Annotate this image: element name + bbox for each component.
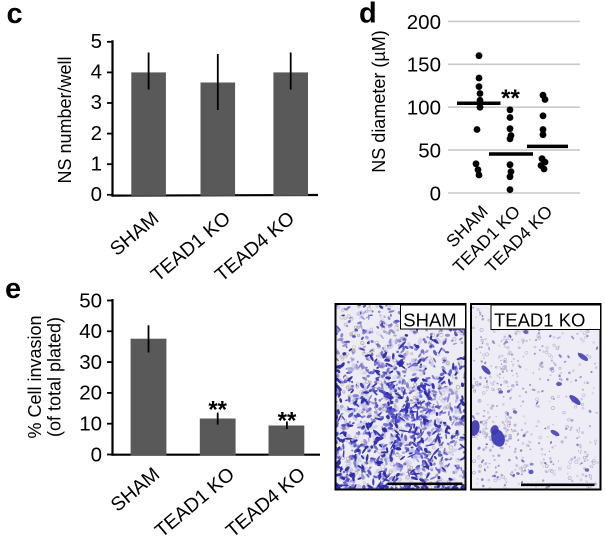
- svg-text:100: 100: [407, 97, 441, 120]
- svg-text:10: 10: [79, 413, 102, 436]
- svg-text:% Cell invasion: % Cell invasion: [25, 315, 45, 438]
- svg-text:20: 20: [79, 382, 102, 405]
- svg-text:e: e: [5, 273, 21, 305]
- svg-text:1: 1: [91, 152, 102, 175]
- svg-text:2: 2: [91, 122, 102, 145]
- svg-text:0: 0: [91, 443, 102, 466]
- svg-text:200: 200: [407, 11, 441, 34]
- svg-text:SHAM: SHAM: [106, 207, 163, 260]
- svg-text:**: **: [278, 408, 297, 435]
- svg-text:(of total plated): (of total plated): [45, 317, 65, 437]
- svg-text:40: 40: [79, 320, 102, 343]
- svg-text:d: d: [359, 0, 377, 29]
- svg-text:150: 150: [407, 54, 441, 77]
- svg-text:50: 50: [418, 140, 441, 163]
- svg-text:0: 0: [430, 182, 441, 205]
- svg-text:4: 4: [91, 61, 102, 84]
- svg-text:SHAM: SHAM: [403, 310, 456, 331]
- svg-text:5: 5: [91, 30, 102, 53]
- svg-text:SHAM: SHAM: [107, 463, 164, 516]
- svg-text:NS number/well: NS number/well: [55, 56, 75, 183]
- svg-text:**: **: [208, 397, 227, 424]
- svg-text:30: 30: [79, 351, 102, 374]
- svg-text:c: c: [7, 0, 23, 30]
- svg-text:NS diameter (µM): NS diameter (µM): [369, 30, 389, 172]
- svg-text:3: 3: [91, 91, 102, 114]
- svg-text:0: 0: [91, 183, 102, 206]
- svg-text:**: **: [501, 85, 520, 112]
- svg-text:50: 50: [79, 289, 102, 312]
- svg-text:TEAD1 KO: TEAD1 KO: [494, 309, 586, 330]
- svg-text:TEAD4 KO: TEAD4 KO: [222, 463, 310, 535]
